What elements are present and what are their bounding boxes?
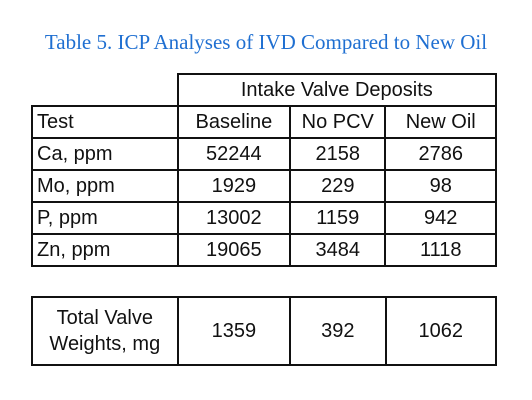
no-pcv-cell: 2158 — [289, 137, 387, 171]
table-row: Zn, ppm 19065 3484 1118 — [31, 233, 497, 267]
new-oil-cell: 98 — [384, 169, 497, 203]
column-header-row: Test Baseline No PCV New Oil — [31, 105, 497, 139]
empty-corner-cell — [32, 74, 179, 107]
new-oil-cell: 1118 — [384, 233, 497, 267]
baseline-cell: 19065 — [176, 233, 292, 267]
baseline-cell: 1929 — [176, 169, 292, 203]
total-valve-weights-label: Total Valve Weights, mg — [31, 296, 179, 366]
test-label-cell: Mo, ppm — [31, 169, 179, 203]
new-oil-cell: 2786 — [384, 137, 497, 171]
no-pcv-cell: 229 — [289, 169, 387, 203]
baseline-weight-cell: 1359 — [176, 296, 292, 366]
table-row: Mo, ppm 1929 229 98 — [31, 169, 497, 203]
table-row: P, ppm 13002 1159 942 — [31, 201, 497, 235]
total-valve-label-line1: Total Valve — [56, 307, 153, 329]
new-oil-weight-cell: 1062 — [384, 296, 498, 366]
column-header-baseline: Baseline — [176, 105, 292, 139]
total-valve-weights-row: Total Valve Weights, mg 1359 392 1062 — [31, 296, 498, 366]
table-caption: Table 5. ICP Analyses of IVD Compared to… — [44, 30, 488, 54]
column-header-new-oil: New Oil — [384, 105, 497, 139]
icp-analysis-table: Intake Valve Deposits Test Baseline No P… — [31, 73, 498, 267]
test-label-cell: Ca, ppm — [31, 137, 179, 171]
baseline-cell: 52244 — [176, 137, 292, 171]
total-valve-label-line2: Weights, mg — [49, 333, 161, 355]
no-pcv-weight-cell: 392 — [289, 296, 387, 366]
test-label-cell: Zn, ppm — [31, 233, 179, 267]
new-oil-cell: 942 — [384, 201, 497, 235]
no-pcv-cell: 1159 — [289, 201, 387, 235]
baseline-cell: 13002 — [176, 201, 292, 235]
total-valve-weights-table: Total Valve Weights, mg 1359 392 1062 — [31, 296, 498, 366]
test-label-cell: P, ppm — [31, 201, 179, 235]
table-row: Ca, ppm 52244 2158 2786 — [31, 137, 497, 171]
column-header-no-pcv: No PCV — [289, 105, 387, 139]
column-header-test: Test — [31, 105, 179, 139]
group-header-row: Intake Valve Deposits — [32, 73, 498, 107]
no-pcv-cell: 3484 — [289, 233, 387, 267]
group-header-intake-valve-deposits: Intake Valve Deposits — [176, 73, 498, 107]
